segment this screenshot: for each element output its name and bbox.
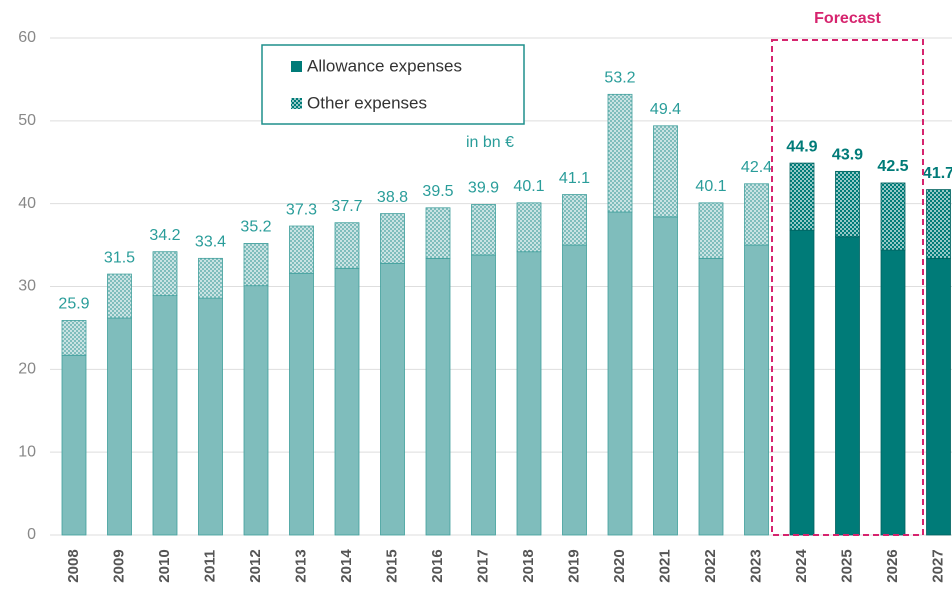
total-label: 44.9 <box>786 138 817 155</box>
legend-label: Allowance expenses <box>307 56 462 75</box>
bar-segment <box>926 189 951 259</box>
y-tick-label: 0 <box>27 526 36 543</box>
bar-segment <box>425 257 451 536</box>
legend: Allowance expenses Other expenses <box>261 44 525 125</box>
bar-segment <box>880 249 906 536</box>
x-tick-label: 2017 <box>474 549 491 582</box>
bar-segment <box>835 170 860 238</box>
x-tick-label: 2024 <box>793 549 810 583</box>
y-tick-label: 30 <box>18 278 36 295</box>
total-label: 34.2 <box>149 227 180 244</box>
bar-segment <box>334 222 360 269</box>
bar-segment <box>562 194 587 246</box>
bar-segment <box>607 211 633 536</box>
bar-segment <box>107 273 132 319</box>
x-tick-label: 2021 <box>656 549 673 582</box>
total-label: 37.7 <box>331 198 362 215</box>
x-tick-label: 2008 <box>65 549 82 582</box>
x-tick-label: 2016 <box>429 549 446 582</box>
bar-segment <box>61 320 87 356</box>
x-tick-label: 2018 <box>520 549 537 582</box>
bar-segment <box>198 257 223 299</box>
x-tick-label: 2009 <box>110 549 127 582</box>
bar-segment <box>61 354 87 536</box>
bar-segment <box>243 243 269 287</box>
bar-segment <box>880 182 906 251</box>
x-tick-label: 2011 <box>201 550 218 583</box>
bar-segment <box>107 317 132 536</box>
y-tick-label: 40 <box>18 195 36 212</box>
total-label: 38.8 <box>377 189 408 206</box>
bar-segment <box>562 244 587 536</box>
x-tick-label: 2015 <box>383 549 400 582</box>
total-label: 31.5 <box>104 249 135 266</box>
total-label: 39.5 <box>422 183 453 200</box>
bar-segment <box>152 295 178 536</box>
total-label: 40.1 <box>695 178 726 195</box>
bar-segment <box>698 257 724 536</box>
bar-segment <box>926 257 951 536</box>
legend-swatch <box>291 61 302 72</box>
total-label: 25.9 <box>58 296 89 313</box>
bar-segment <box>289 272 314 536</box>
bar-segment <box>425 207 451 259</box>
x-tick-label: 2022 <box>702 549 719 582</box>
x-tick-label: 2020 <box>611 549 628 582</box>
total-label: 40.1 <box>513 178 544 195</box>
bar-segment <box>289 225 314 274</box>
bar-segment <box>152 251 178 297</box>
bar-segment <box>835 236 860 536</box>
total-label: 49.4 <box>650 101 681 118</box>
forecast-box <box>771 39 924 536</box>
legend-swatch <box>291 98 302 109</box>
bar-segment <box>789 229 815 536</box>
bar-segment <box>471 204 496 256</box>
x-tick-label: 2026 <box>884 549 901 582</box>
bar-segment <box>198 297 223 536</box>
bar-segment <box>471 254 496 536</box>
bar-segment <box>380 213 405 264</box>
x-tick-label: 2014 <box>338 549 355 583</box>
legend-box <box>261 44 525 125</box>
total-label: 35.2 <box>240 219 271 236</box>
bar-segment <box>334 267 360 536</box>
total-label: 39.9 <box>468 180 499 197</box>
y-tick-label: 60 <box>18 29 36 46</box>
total-label: 41.7 <box>923 165 952 182</box>
x-tick-label: 2010 <box>156 549 173 582</box>
bar-segment <box>653 216 678 536</box>
x-tick-label: 2023 <box>747 549 764 582</box>
bar-segment <box>653 125 678 218</box>
total-label: 53.2 <box>604 70 635 87</box>
bar-segment <box>744 244 769 536</box>
legend-label: Other expenses <box>307 93 427 112</box>
bar-segment <box>516 251 542 536</box>
forecast-label: Forecast <box>814 10 881 27</box>
x-tick-label: 2027 <box>929 549 946 582</box>
y-tick-label: 50 <box>18 112 36 129</box>
bar-segment <box>380 262 405 536</box>
total-label: 43.9 <box>832 147 863 164</box>
bar-segment <box>789 162 815 231</box>
bar-segment <box>607 93 633 213</box>
unit-note: in bn € <box>466 134 514 151</box>
total-label: 37.3 <box>286 201 317 218</box>
x-tick-label: 2012 <box>247 549 264 582</box>
total-label: 42.4 <box>741 159 772 176</box>
y-tick-label: 10 <box>18 443 36 460</box>
total-label: 33.4 <box>195 234 226 251</box>
total-label: 41.1 <box>559 170 590 187</box>
x-tick-label: 2019 <box>565 549 582 582</box>
x-tick-label: 2025 <box>838 549 855 582</box>
y-tick-label: 20 <box>18 361 36 378</box>
bar-segment <box>698 202 724 259</box>
bars <box>61 93 951 536</box>
bar-segment <box>744 183 769 246</box>
total-label: 42.5 <box>877 158 908 175</box>
labels: 25.9 2008 31.5 2009 34.2 2010 33.4 2011 35.2 2012… <box>58 10 952 582</box>
bar-segment <box>243 285 269 536</box>
x-tick-label: 2013 <box>292 549 309 582</box>
bar-segment <box>516 202 542 253</box>
